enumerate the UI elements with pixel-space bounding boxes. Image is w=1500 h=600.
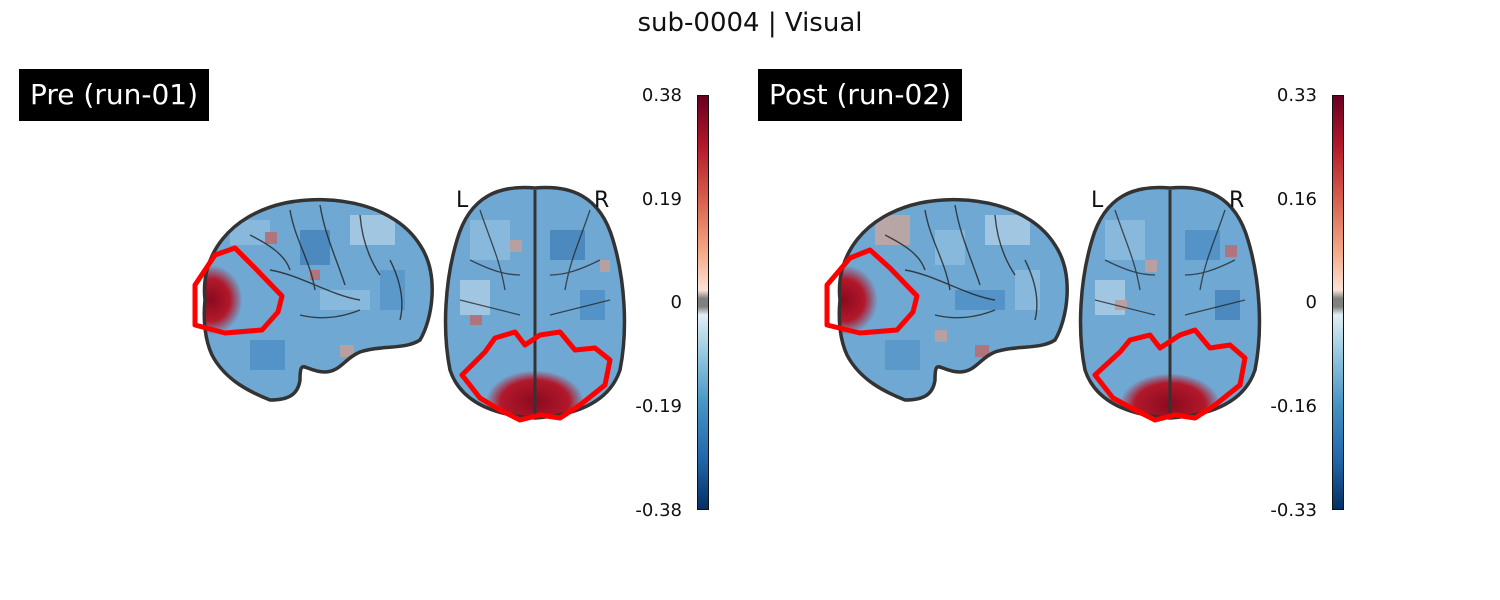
glass-brain-post — [824, 185, 1262, 423]
colorbar-tick-pre-min: -0.38 — [635, 500, 682, 521]
panel-post: Post (run-02) — [635, 0, 1385, 600]
colorbar-tick-pre-upper: 0.19 — [641, 189, 682, 210]
orientation-right-pre: R — [594, 188, 610, 213]
colorbar-tick-post-lower: -0.16 — [1270, 396, 1317, 417]
orientation-left-pre: L — [456, 188, 469, 213]
colorbar-tick-pre-lower: -0.19 — [635, 396, 682, 417]
panel-label-pre: Pre (run-01) — [19, 69, 209, 121]
orientation-right-post: R — [1229, 188, 1245, 213]
colorbar-tick-pre-max: 0.38 — [641, 85, 682, 106]
colorbar-tick-post-zero: 0 — [1305, 292, 1317, 313]
colorbar-pre — [697, 95, 709, 510]
colorbar-tick-post-min: -0.33 — [1270, 500, 1317, 521]
axial-view-pre — [443, 185, 627, 423]
axial-view-post — [1078, 185, 1262, 423]
orientation-left-post: L — [1091, 188, 1104, 213]
panel-label-post: Post (run-02) — [758, 69, 963, 121]
figure-title: sub-0004 | Visual — [637, 8, 863, 38]
glass-brain-pre — [192, 185, 627, 423]
panel-pre: Pre (run-01) — [19, 69, 709, 521]
colorbar-tick-post-upper: 0.16 — [1276, 189, 1317, 210]
sagittal-view-pre — [192, 197, 434, 402]
sagittal-view-post — [824, 197, 1069, 402]
colorbar-tick-post-max: 0.33 — [1276, 85, 1317, 106]
colorbar-post — [1332, 95, 1344, 510]
colorbar-tick-pre-zero: 0 — [670, 292, 682, 313]
